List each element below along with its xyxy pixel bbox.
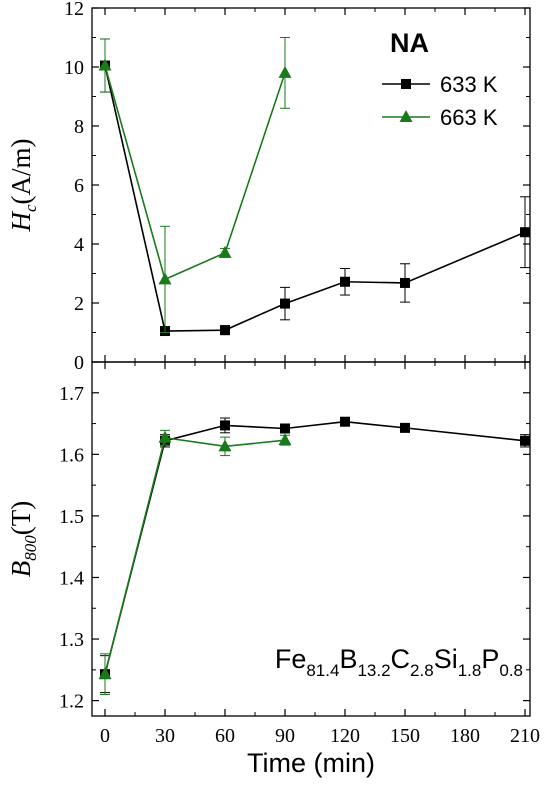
plot-frame-top — [91, 7, 531, 363]
x-tick-label: 210 — [510, 725, 540, 747]
data-point-triangle — [278, 65, 292, 78]
data-point-triangle — [278, 433, 292, 446]
data-point-square — [340, 276, 350, 287]
y-axis-label-unit: (A/m) — [6, 138, 36, 204]
data-point-square — [520, 227, 530, 238]
legend-label: 663 K — [440, 105, 498, 130]
x-tick-label: 180 — [450, 725, 480, 747]
plot-frame-bottom — [91, 361, 531, 717]
data-point-square — [220, 420, 230, 431]
y-tick-label-top: 4 — [74, 234, 84, 256]
y-tick-label-top: 6 — [74, 175, 84, 197]
y-axis-label-top: Hc(A/m) — [6, 138, 40, 232]
series-line-663k — [104, 65, 286, 281]
composition-subscript: 1.8 — [458, 661, 482, 680]
data-point-square — [340, 416, 350, 427]
data-point-triangle — [218, 439, 232, 452]
composition-element: B — [339, 644, 357, 674]
y-tick-label-bottom: 1.6 — [59, 444, 84, 466]
data-point-square — [280, 423, 290, 434]
x-tick-label: 90 — [275, 725, 295, 747]
y-tick-label-bottom: 1.4 — [59, 567, 84, 589]
x-axis-label: Time (min) — [247, 748, 375, 778]
x-tick-label: 30 — [155, 725, 175, 747]
data-point-square — [280, 298, 290, 309]
series-line-663k — [104, 436, 286, 675]
legend-marker-square — [401, 79, 411, 89]
y-tick-label-bottom: 1.2 — [59, 691, 84, 713]
y-axis-label-unit: (T) — [6, 501, 36, 535]
y-axis-label-subscript: 800 — [21, 535, 40, 561]
data-point-square — [400, 277, 410, 288]
y-tick-label-top: 10 — [64, 57, 84, 79]
composition-subscript: 13.2 — [357, 661, 390, 680]
composition-element: C — [391, 644, 411, 674]
composition-subscript: 0.8 — [499, 661, 523, 680]
series-line-633k — [104, 420, 526, 675]
data-point-square — [520, 435, 530, 446]
x-tick-label: 0 — [100, 725, 110, 747]
data-point-triangle — [98, 58, 112, 71]
y-tick-label-bottom: 1.7 — [59, 383, 84, 405]
data-point-triangle — [158, 430, 172, 443]
x-tick-label: 150 — [390, 725, 420, 747]
data-point-square — [220, 325, 230, 336]
y-tick-label-top: 0 — [74, 352, 84, 374]
composition-subscript: 81.4 — [306, 661, 339, 680]
y-tick-label-bottom: 1.5 — [59, 506, 84, 528]
composition-subscript: 2.8 — [410, 661, 434, 680]
data-point-square — [400, 422, 410, 433]
composition-element: Si — [434, 644, 458, 674]
data-point-triangle — [218, 245, 232, 258]
y-tick-label-top: 12 — [64, 0, 84, 20]
composition-element: P — [481, 644, 499, 674]
y-axis-label-symbol: H — [6, 211, 36, 233]
x-tick-label: 60 — [215, 725, 235, 747]
alloy-composition: Fe81.4​B13.2​C2.8​Si1.8​P0.8​ — [275, 644, 523, 680]
y-axis-label-subscript: c — [21, 204, 40, 212]
y-tick-label-bottom: 1.3 — [59, 629, 84, 651]
legend-label: 633 K — [440, 72, 498, 97]
data-point-triangle — [98, 667, 112, 680]
legend-marker-triangle — [399, 110, 413, 122]
legend-title: NA — [390, 28, 429, 58]
x-tick-label: 120 — [330, 725, 360, 747]
y-axis-label-symbol: B — [6, 561, 36, 578]
y-tick-label-top: 2 — [74, 293, 84, 315]
y-tick-label-top: 8 — [74, 116, 84, 138]
y-axis-label-bottom: B800(T) — [6, 501, 40, 577]
data-point-triangle — [158, 272, 172, 285]
composition-element: Fe — [275, 644, 307, 674]
